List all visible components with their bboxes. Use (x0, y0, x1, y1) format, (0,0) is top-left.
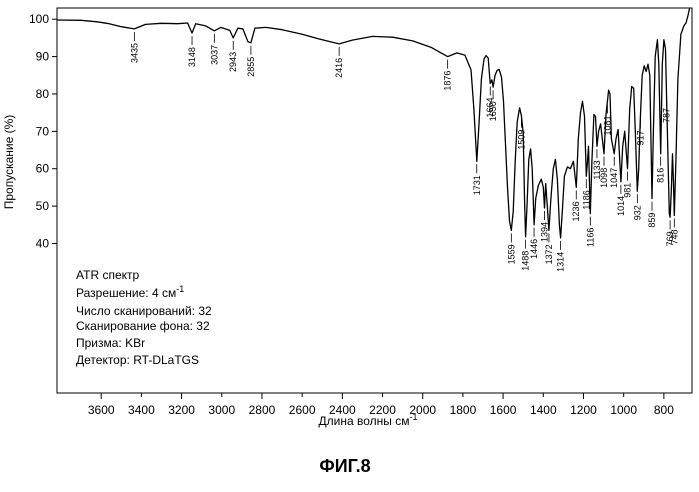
x-axis-title: Длина волны см-1 (319, 412, 418, 428)
info-line-scans: Число сканирований: 32 (76, 304, 212, 318)
peak-label: 1014 (616, 196, 626, 216)
figure-caption: ФИГ.8 (319, 456, 370, 476)
info-line-background: Сканирование фона: 32 (76, 319, 210, 333)
peak-label: 1559 (506, 244, 516, 264)
x-tick-label: 2800 (249, 403, 276, 417)
peak-label: 1731 (472, 175, 482, 195)
peak-label: 1446 (529, 239, 539, 259)
peak-label: 3148 (187, 47, 197, 67)
peak-label: 748 (669, 229, 679, 244)
y-tick-label: 70 (36, 124, 50, 138)
x-tick-label: 1200 (570, 403, 597, 417)
peak-label: 917 (635, 130, 645, 145)
peak-label: 1047 (609, 168, 619, 188)
peak-label: 3435 (129, 43, 139, 63)
info-line-resolution: Разрешение: 4 см-1 (76, 284, 184, 300)
info-resolution-superscript: -1 (176, 284, 184, 294)
peak-label: 1236 (571, 201, 581, 221)
info-line-detector: Детектор: RT-DLaTGS (76, 353, 199, 367)
peak-label: 1394 (540, 222, 550, 242)
peak-label: 2855 (246, 57, 256, 77)
peak-label: 1081 (602, 115, 612, 135)
y-tick-label: 80 (36, 87, 50, 101)
x-tick-label: 2600 (289, 403, 316, 417)
x-tick-label: 800 (654, 403, 674, 417)
y-tick-label: 60 (36, 162, 50, 176)
info-resolution-text: Разрешение: 4 см (76, 286, 176, 300)
info-line-prism: Призма: KBr (76, 336, 145, 350)
y-tick-label: 40 (36, 236, 50, 250)
x-tick-label: 1400 (530, 403, 557, 417)
peak-label: 1166 (585, 228, 595, 247)
peak-label: 1509 (516, 130, 526, 150)
peak-label: 1650 (488, 101, 498, 121)
x-tick-label: 3600 (88, 403, 115, 417)
peak-label: 1372 (544, 244, 554, 264)
x-tick-label: 1800 (450, 403, 477, 417)
info-line-mode: ATR спектр (76, 268, 139, 282)
x-tick-label: 3200 (168, 403, 195, 417)
peak-label: 1314 (556, 252, 566, 272)
y-tick-label: 90 (36, 50, 50, 64)
peak-label: 816 (656, 168, 666, 183)
y-tick-label: 100 (29, 12, 49, 26)
x-tick-label: 3400 (128, 403, 155, 417)
peak-label: 2416 (334, 58, 344, 78)
peak-label: 1876 (443, 71, 453, 91)
peak-label: 859 (647, 213, 657, 228)
y-axis-title: Пропускание (%) (2, 115, 16, 210)
peak-label: 932 (632, 205, 642, 220)
peak-label: 981 (622, 183, 632, 198)
x-tick-label: 1000 (610, 403, 637, 417)
peak-label: 1098 (599, 168, 609, 188)
x-tick-label: 1600 (490, 403, 517, 417)
x-axis-title-superscript: -1 (409, 412, 417, 422)
peak-label: 3037 (209, 45, 219, 65)
peak-label: 2943 (228, 52, 238, 72)
x-axis-title-text: Длина волны см (319, 414, 410, 428)
x-tick-label: 3000 (208, 403, 235, 417)
y-tick-label: 50 (36, 199, 50, 213)
peak-label: 1186 (581, 190, 591, 209)
peak-label: 787 (661, 108, 671, 123)
